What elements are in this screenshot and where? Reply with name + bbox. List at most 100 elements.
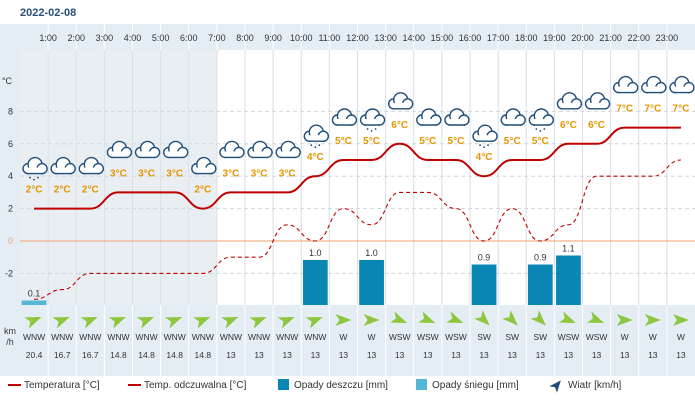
wind-direction-label: WNW (107, 332, 129, 342)
cloud-icon (50, 156, 76, 175)
rain-value-label: 1.1 (562, 244, 575, 254)
hour-label: 5:00 (152, 33, 170, 43)
y-tick-label: 2 (8, 204, 13, 214)
rain-bar (471, 264, 497, 305)
hour-label: 14:00 (402, 33, 425, 43)
y-unit-label: °C (2, 76, 13, 86)
rain-value-label: 1.0 (309, 248, 322, 258)
wind-direction-label: WNW (164, 332, 186, 342)
night-band (20, 50, 217, 305)
wind-arrow-icon (418, 311, 436, 323)
hour-label: 23:00 (656, 33, 679, 43)
wind-direction-label: SW (505, 332, 519, 342)
wind-arrow-icon (446, 311, 464, 323)
wind-arrow-icon (108, 317, 126, 329)
hour-label: 16:00 (459, 33, 482, 43)
y-tick-label: -2 (5, 268, 13, 278)
wind-speed-label: 13 (536, 350, 546, 360)
temperature-label: 2°C (82, 185, 99, 196)
wind-direction-label: SW (477, 332, 491, 342)
wind-arrow-icon (24, 317, 42, 329)
cloud-icon (22, 156, 48, 181)
wind-speed-label: 13 (676, 350, 686, 360)
y-tick-label: 0 (8, 236, 13, 246)
cloud-icon (416, 108, 442, 126)
rain-value-label: 1.0 (365, 248, 378, 258)
wind-direction-label: W (677, 332, 685, 342)
wind-speed-label: 13 (367, 350, 377, 360)
wind-direction-label: WSW (417, 332, 439, 342)
cloud-icon (191, 156, 217, 175)
wind-direction-label: WNW (23, 332, 45, 342)
temperature-label: 5°C (504, 136, 521, 147)
legend-label: Opady deszczu [mm] (294, 380, 388, 391)
legend-rain-swatch (278, 379, 289, 390)
rain-drop (314, 146, 317, 149)
snow-value-label: 0.1 (28, 289, 41, 299)
legend-label: Wiatr [km/h] (568, 380, 622, 391)
wind-speed-label: 13 (592, 350, 602, 360)
hour-label: 9:00 (264, 33, 282, 43)
hour-label: 7:00 (208, 33, 226, 43)
temperature-label: 3°C (223, 168, 240, 179)
temperature-label: 6°C (391, 120, 408, 131)
rain-drop (310, 144, 313, 147)
wind-arrow-icon (136, 317, 154, 329)
hour-label: 8:00 (236, 33, 254, 43)
wind-direction-label: WNW (192, 332, 214, 342)
feels-like-series-line (34, 159, 681, 300)
cloud-icon (500, 108, 526, 126)
snow-bar (21, 300, 47, 305)
wind-speed-label: 20.4 (26, 350, 43, 360)
y-tick-label: 8 (8, 106, 13, 116)
wind-arrow-icon (193, 317, 211, 329)
wind-arrow-icon (249, 317, 267, 329)
hour-label: 12:00 (346, 33, 369, 43)
date-label: 2022-02-08 (20, 7, 76, 19)
chart-area: 1:00 2:00 3:00 4:00 5:00 6:00 7:00 8:00 9:00 10:0… (0, 24, 695, 376)
wind-direction-label: WNW (79, 332, 101, 342)
temperature-label: 2°C (54, 185, 71, 196)
hour-label: 19:00 (543, 33, 566, 43)
wind-speed-label: 13 (564, 350, 574, 360)
wind-direction-label: SW (533, 332, 547, 342)
legend: Temperatura [°C] Temp. odczuwalna [°C] Opa… (8, 379, 622, 393)
wind-speed-label: 13 (395, 350, 405, 360)
wind-direction-label: W (621, 332, 629, 342)
cloud-icon (331, 108, 358, 126)
snow-dot (37, 176, 39, 179)
wind-speed-label: 14.8 (166, 350, 183, 360)
rain-value-label: 0.9 (534, 253, 547, 263)
wind-direction-label: WSW (445, 332, 467, 342)
rain-value-label: 0.9 (478, 253, 491, 263)
wind-direction-label: W (339, 332, 347, 342)
hour-label: 3:00 (96, 33, 114, 43)
wind-speed-label: 16.7 (54, 350, 71, 360)
rain-drop (535, 128, 538, 130)
wind-direction-label: WNW (248, 332, 270, 342)
wind-arrow-icon (672, 314, 689, 326)
hour-label: 13:00 (374, 33, 397, 43)
wind-speed-label: 13 (282, 350, 292, 360)
wind-arrow-icon (80, 317, 98, 329)
temperature-label: 2°C (194, 185, 211, 196)
wind-speed-label: 13 (311, 350, 321, 360)
wind-speed-label: 14.8 (195, 350, 212, 360)
temperature-label: 5°C (448, 136, 465, 147)
wind-direction-label: WSW (558, 332, 580, 342)
hour-label: 18:00 (515, 33, 538, 43)
cloud-icon (669, 75, 695, 94)
wind-direction-label: WNW (220, 332, 242, 342)
cloud-icon (219, 140, 245, 159)
y-tick-label: 6 (8, 139, 13, 149)
wind-speed-label: 13 (423, 350, 433, 360)
left-axis-band (0, 24, 20, 376)
temperature-label: 7°C (673, 104, 690, 115)
wind-speed-label: 13 (226, 350, 236, 360)
wind-arrow-icon (502, 310, 518, 326)
hour-label: 20:00 (571, 33, 594, 43)
rain-drop (487, 144, 489, 147)
wind-unit-label: km (4, 326, 16, 336)
wind-direction-label: WNW (51, 332, 73, 342)
